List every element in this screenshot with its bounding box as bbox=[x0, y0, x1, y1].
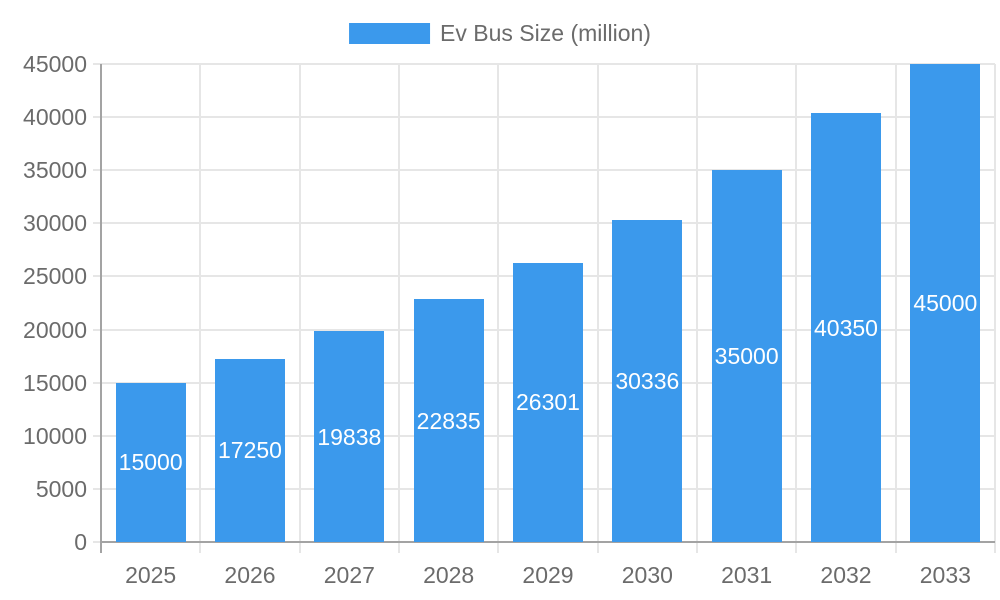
bar-value-label: 30336 bbox=[615, 367, 680, 394]
bar-value-label: 19838 bbox=[317, 423, 382, 450]
x-tick-label: 2030 bbox=[621, 562, 673, 588]
bar-2028 bbox=[413, 299, 484, 542]
bar-2027 bbox=[314, 331, 385, 542]
gridline-vertical bbox=[894, 64, 897, 553]
y-tick-label: 0 bbox=[74, 529, 87, 555]
bar-2030 bbox=[612, 219, 683, 542]
gridline-vertical bbox=[298, 64, 301, 553]
gridline-vertical bbox=[398, 64, 400, 553]
x-tick-label: 2026 bbox=[224, 562, 276, 588]
legend-label: Ev Bus Size (million) bbox=[440, 20, 651, 46]
gridline-vertical bbox=[994, 64, 996, 553]
bar-2033 bbox=[910, 64, 981, 542]
bar-2032 bbox=[811, 113, 881, 542]
gridline-horizontal bbox=[93, 63, 995, 65]
gridline-vertical bbox=[497, 64, 500, 553]
gridline-vertical bbox=[199, 64, 202, 553]
bar-value-label: 35000 bbox=[714, 343, 779, 370]
gridline-vertical bbox=[795, 64, 798, 553]
bar-value-label: 26301 bbox=[516, 389, 580, 416]
bar-value-label: 40350 bbox=[814, 314, 878, 341]
gridline-horizontal bbox=[93, 116, 995, 119]
gridline-horizontal bbox=[93, 169, 995, 172]
gridline-horizontal bbox=[93, 222, 995, 225]
x-tick-label: 2028 bbox=[423, 562, 475, 588]
y-tick-label: 30000 bbox=[23, 210, 87, 237]
bar-value-label: 15000 bbox=[118, 449, 183, 476]
x-tick-label: 2033 bbox=[919, 562, 971, 588]
gridline-vertical bbox=[596, 64, 599, 553]
x-axis-line bbox=[100, 541, 995, 543]
x-tick-label: 2031 bbox=[721, 562, 773, 588]
gridline-vertical bbox=[696, 64, 698, 553]
x-tick-label: 2032 bbox=[820, 562, 872, 588]
bar-2029 bbox=[513, 262, 583, 542]
x-tick-label: 2027 bbox=[323, 562, 375, 588]
bar-value-label: 17250 bbox=[218, 437, 282, 464]
y-tick-label: 15000 bbox=[23, 369, 87, 396]
bar-2026 bbox=[215, 358, 285, 542]
y-zero-tick bbox=[93, 541, 101, 543]
y-tick-label: 25000 bbox=[23, 263, 87, 290]
bar-value-label: 22835 bbox=[416, 407, 481, 434]
x-tick-label: 2029 bbox=[522, 562, 574, 588]
bar-value-label: 45000 bbox=[913, 290, 978, 316]
y-tick-label: 5000 bbox=[35, 475, 87, 502]
y-axis-line bbox=[100, 64, 102, 553]
legend-item[interactable]: Ev Bus Size (million) bbox=[349, 20, 651, 47]
y-tick-label: 35000 bbox=[23, 157, 87, 184]
y-tick-label: 20000 bbox=[23, 316, 87, 343]
bar-2025 bbox=[115, 382, 186, 542]
y-tick-label: 10000 bbox=[23, 422, 87, 449]
legend-swatch bbox=[349, 23, 431, 44]
x-tick-label: 2025 bbox=[125, 562, 177, 588]
bar-2031 bbox=[711, 170, 782, 542]
y-tick-label: 45000 bbox=[23, 51, 87, 77]
y-tick-label: 40000 bbox=[23, 104, 87, 131]
